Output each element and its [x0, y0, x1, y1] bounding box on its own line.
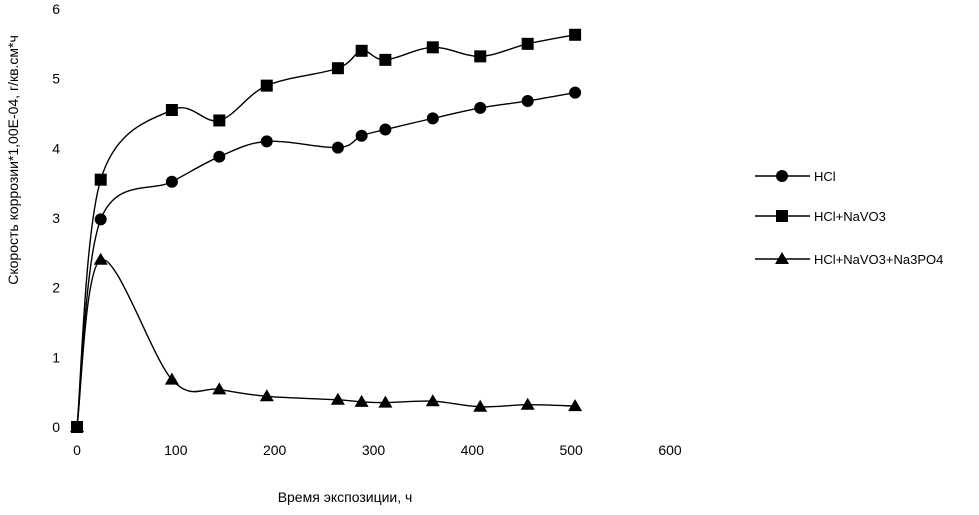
data-point-triangle [259, 389, 274, 402]
legend-item: HCl+NaVO3+Na3PO4 [755, 252, 943, 267]
data-point-triangle [354, 394, 369, 407]
series-square [71, 28, 582, 433]
y-tick-label: 3 [52, 210, 60, 226]
data-point-circle [474, 101, 487, 114]
x-tick-label: 600 [658, 442, 682, 458]
data-point-circle [165, 175, 178, 188]
data-point-square [355, 44, 368, 57]
data-point-circle [569, 86, 582, 99]
legend-label: HCl [814, 169, 836, 184]
data-point-triangle [93, 252, 108, 265]
data-point-circle [94, 213, 107, 226]
y-tick-label: 1 [52, 349, 60, 365]
data-point-triangle [378, 395, 393, 408]
series-line [76, 34, 576, 428]
data-point-triangle [425, 394, 440, 407]
y-tick-label: 2 [52, 280, 60, 296]
data-point-triangle [212, 382, 227, 395]
data-point-square [94, 173, 107, 186]
legend-marker-square [776, 210, 788, 222]
legend-item: HCl [755, 169, 836, 184]
x-axis-title: Время экспозиции, ч [278, 489, 413, 505]
data-point-triangle [520, 397, 535, 410]
legend-item: HCl+NaVO3 [755, 209, 886, 224]
data-point-circle [260, 135, 273, 148]
y-tick-label: 4 [52, 140, 60, 156]
data-point-square [165, 104, 178, 117]
data-point-triangle [70, 420, 84, 432]
data-point-triangle [473, 399, 488, 412]
data-point-square [521, 37, 534, 50]
data-point-triangle [330, 392, 345, 405]
plot-area [70, 28, 583, 433]
data-point-square [426, 41, 439, 54]
data-point-circle [426, 112, 439, 125]
x-tick-label: 0 [73, 442, 81, 458]
legend-label: HCl+NaVO3 [814, 209, 886, 224]
series-triangle [70, 252, 583, 432]
data-point-circle [521, 94, 534, 107]
legend-marker-circle [776, 170, 788, 182]
data-point-triangle [164, 372, 179, 385]
data-point-triangle [568, 399, 583, 412]
data-point-square [474, 50, 487, 63]
x-tick-label: 100 [164, 442, 188, 458]
data-point-square [213, 114, 226, 127]
legend: HCl HCl+NaVO3 HCl+NaVO3+Na3PO4 [755, 169, 943, 267]
x-tick-label: 300 [362, 442, 386, 458]
series-line [76, 259, 576, 428]
data-point-circle [331, 141, 344, 154]
y-tick-label: 0 [52, 419, 60, 435]
series-line [76, 91, 576, 428]
x-tick-label: 500 [559, 442, 583, 458]
data-point-circle [355, 129, 368, 142]
series-circle [71, 86, 582, 433]
legend-marker-triangle [775, 252, 789, 264]
x-tick-label: 200 [263, 442, 287, 458]
y-tick-label: 6 [52, 1, 60, 17]
axes: 0 100 200 300 400 500 600 0 1 2 3 4 5 6 [52, 1, 682, 458]
y-axis-title: Скорость коррозии*1,00Е-04, г/кв.см*ч [5, 35, 21, 285]
legend-label: HCl+NaVO3+Na3PO4 [814, 252, 943, 267]
x-tick-label: 400 [461, 442, 485, 458]
y-tick-label: 5 [52, 71, 60, 87]
data-point-square [260, 79, 273, 92]
data-point-square [569, 28, 582, 41]
data-point-circle [379, 123, 392, 136]
data-point-circle [213, 150, 226, 163]
data-point-square [379, 53, 392, 66]
data-point-square [331, 62, 344, 75]
